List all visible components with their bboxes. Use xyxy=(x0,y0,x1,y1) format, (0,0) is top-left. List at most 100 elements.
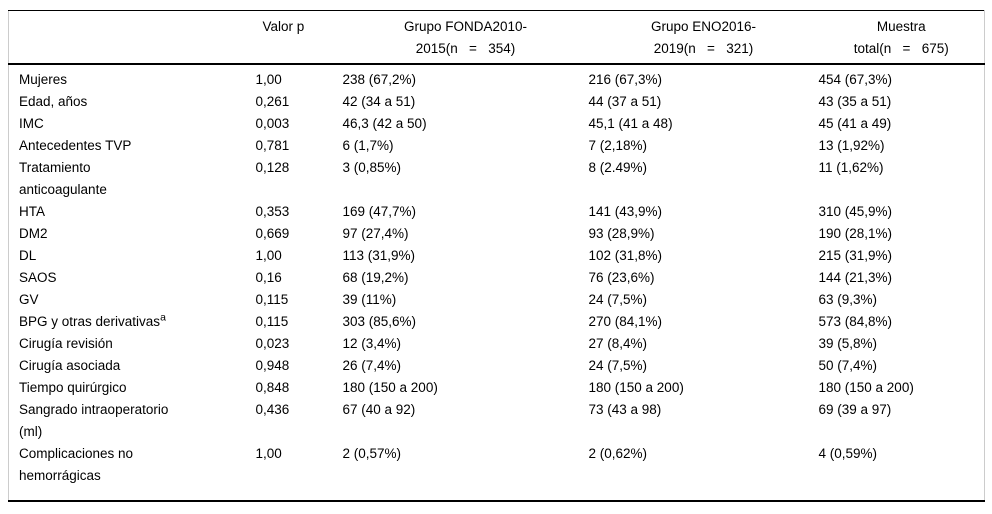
cell-fonda: 68 (19,2%) xyxy=(342,270,409,285)
column-header-grupo-fonda: Grupo FONDA2010- 2015(n = 354) xyxy=(342,10,589,65)
table-row: DL 1,00 113 (31,9%) 102 (31,8%) 215 (31,9%) xyxy=(9,245,985,267)
row-label: Cirugía revisión xyxy=(19,336,113,351)
cell-valor_p: 1,00 xyxy=(255,72,282,87)
cell-total: 43 (35 a 51) xyxy=(818,94,892,109)
table-row: Tratamiento anticoagulante 0,128 3 (0,85%)… xyxy=(9,157,985,201)
cell-total: 50 (7,4%) xyxy=(818,358,878,373)
cell-total: 190 (28,1%) xyxy=(818,226,893,241)
cell-eno: 24 (7,5%) xyxy=(588,292,648,307)
cell-fonda: 67 (40 a 92) xyxy=(342,402,416,417)
cell-fonda: 303 (85,6%) xyxy=(342,314,417,329)
row-label: Antecedentes TVP xyxy=(19,138,132,153)
cell-valor_p: 0,948 xyxy=(255,358,290,373)
row-label: HTA xyxy=(19,204,45,219)
table-row: Cirugía revisión 0,023 12 (3,4%) 27 (8,4%) 3… xyxy=(9,333,985,355)
cell-valor_p: 0,115 xyxy=(255,314,289,329)
cell-eno: 45,1 (41 a 48) xyxy=(588,116,673,131)
cell-fonda: 113 (31,9%) xyxy=(342,248,416,263)
table-row: Sangrado intraoperatorio (ml) 0,436 67 (40… xyxy=(9,399,985,443)
column-header-variable xyxy=(8,10,256,65)
row-label: Cirugía asociada xyxy=(19,358,121,373)
table-row: SAOS 0,16 68 (19,2%) 76 (23,6%) 144 (21,3%) xyxy=(9,267,985,289)
table-header: Valor p Grupo FONDA2010- 2015(n = 354) G… xyxy=(8,10,985,65)
cell-total: 215 (31,9%) xyxy=(818,248,893,263)
table-row: Antecedentes TVP 0,781 6 (1,7%) 7 (2,18%) 13… xyxy=(9,135,985,157)
row-label: Tratamiento anticoagulante xyxy=(19,160,107,197)
cell-valor_p: 0,115 xyxy=(255,292,289,307)
row-label: Complicaciones no hemorrágicas xyxy=(19,446,134,483)
cell-eno: 7 (2,18%) xyxy=(588,138,648,153)
cell-fonda: 97 (27,4%) xyxy=(342,226,409,241)
cell-eno: 141 (43,9%) xyxy=(588,204,663,219)
table-row: IMC 0,003 46,3 (42 a 50) 45,1 (41 a 48) 45 (… xyxy=(9,113,985,135)
row-label: Mujeres xyxy=(19,72,68,87)
cell-valor_p: 0,023 xyxy=(255,336,290,351)
table-row: HTA 0,353 169 (47,7%) 141 (43,9%) 310 (45,9%… xyxy=(9,201,985,223)
cell-valor_p: 0,128 xyxy=(255,160,290,175)
cell-valor_p: 0,669 xyxy=(255,226,290,241)
cell-total: 45 (41 a 49) xyxy=(818,116,892,131)
cell-total: 4 (0,59%) xyxy=(818,446,878,461)
table-row: Edad, años 0,261 42 (34 a 51) 44 (37 a 51) 4… xyxy=(9,91,985,113)
cell-valor_p: 0,353 xyxy=(255,204,290,219)
cell-fonda: 26 (7,4%) xyxy=(342,358,402,373)
cell-fonda: 12 (3,4%) xyxy=(342,336,402,351)
cell-total: 63 (9,3%) xyxy=(818,292,878,307)
cell-eno: 8 (2.49%) xyxy=(588,160,648,175)
clinical-characteristics-table: Valor p Grupo FONDA2010- 2015(n = 354) G… xyxy=(8,10,985,502)
column-header-grupo-eno: Grupo ENO2016- 2019(n = 321) xyxy=(588,10,819,65)
row-label: DL xyxy=(19,248,37,263)
cell-eno: 73 (43 a 98) xyxy=(588,402,662,417)
cell-valor_p: 0,261 xyxy=(255,94,290,109)
cell-total: 573 (84,8%) xyxy=(818,314,893,329)
cell-fonda: 238 (67,2%) xyxy=(342,72,417,87)
table-row: GV 0,115 39 (11%) 24 (7,5%) 63 (9,3%) xyxy=(9,289,985,311)
cell-fonda: 169 (47,7%) xyxy=(342,204,417,219)
cell-valor_p: 0,16 xyxy=(255,270,282,285)
header-row: Valor p Grupo FONDA2010- 2015(n = 354) G… xyxy=(8,10,985,65)
cell-valor_p: 0,848 xyxy=(255,380,290,395)
row-label: BPG y otras derivativasa xyxy=(19,311,166,329)
row-label: GV xyxy=(19,292,39,307)
cell-fonda: 180 (150 a 200) xyxy=(342,380,438,395)
table-row: BPG y otras derivativasa 0,115 303 (85,6%)… xyxy=(9,311,985,333)
row-label: Tiempo quirúrgico xyxy=(19,380,127,395)
row-label: DM2 xyxy=(19,226,48,241)
table-row: Complicaciones no hemorrágicas 1,00 2 (0,5… xyxy=(9,443,985,501)
cell-eno: 180 (150 a 200) xyxy=(588,380,684,395)
cell-eno: 44 (37 a 51) xyxy=(588,94,662,109)
cell-eno: 270 (84,1%) xyxy=(588,314,663,329)
table-row: DM2 0,669 97 (27,4%) 93 (28,9%) 190 (28,1%) xyxy=(9,223,985,245)
table-row: Cirugía asociada 0,948 26 (7,4%) 24 (7,5%) 5… xyxy=(9,355,985,377)
cell-eno: 93 (28,9%) xyxy=(588,226,655,241)
table-row: Mujeres 1,00 238 (67,2%) 216 (67,3%) 454 (67… xyxy=(9,64,985,91)
cell-total: 144 (21,3%) xyxy=(818,270,893,285)
cell-valor_p: 0,781 xyxy=(255,138,290,153)
cell-fonda: 42 (34 a 51) xyxy=(342,94,416,109)
row-label: Edad, años xyxy=(19,94,88,109)
cell-total: 454 (67,3%) xyxy=(818,72,893,87)
cell-total: 39 (5,8%) xyxy=(818,336,878,351)
cell-eno: 2 (0,62%) xyxy=(588,446,648,461)
table-body: Mujeres 1,00 238 (67,2%) 216 (67,3%) 454 (67… xyxy=(9,64,985,501)
cell-valor_p: 0,003 xyxy=(255,116,290,131)
cell-eno: 27 (8,4%) xyxy=(588,336,648,351)
cell-total: 13 (1,92%) xyxy=(818,138,885,153)
cell-eno: 102 (31,8%) xyxy=(588,248,663,263)
row-label: SAOS xyxy=(19,270,57,285)
cell-valor_p: 1,00 xyxy=(255,446,282,461)
footnote-marker: a xyxy=(160,311,166,324)
row-label: Sangrado intraoperatorio (ml) xyxy=(19,402,169,439)
cell-total: 11 (1,62%) xyxy=(818,160,884,175)
column-header-muestra-total: Muestra total(n = 675) xyxy=(818,10,985,65)
cell-valor_p: 0,436 xyxy=(255,402,290,417)
cell-fonda: 3 (0,85%) xyxy=(342,160,402,175)
cell-fonda: 39 (11%) xyxy=(342,292,397,307)
cell-eno: 216 (67,3%) xyxy=(588,72,663,87)
cell-fonda: 46,3 (42 a 50) xyxy=(342,116,427,131)
column-header-valor-p: Valor p xyxy=(255,10,343,65)
row-label: IMC xyxy=(19,116,44,131)
cell-total: 69 (39 a 97) xyxy=(818,402,892,417)
cell-fonda: 2 (0,57%) xyxy=(342,446,402,461)
